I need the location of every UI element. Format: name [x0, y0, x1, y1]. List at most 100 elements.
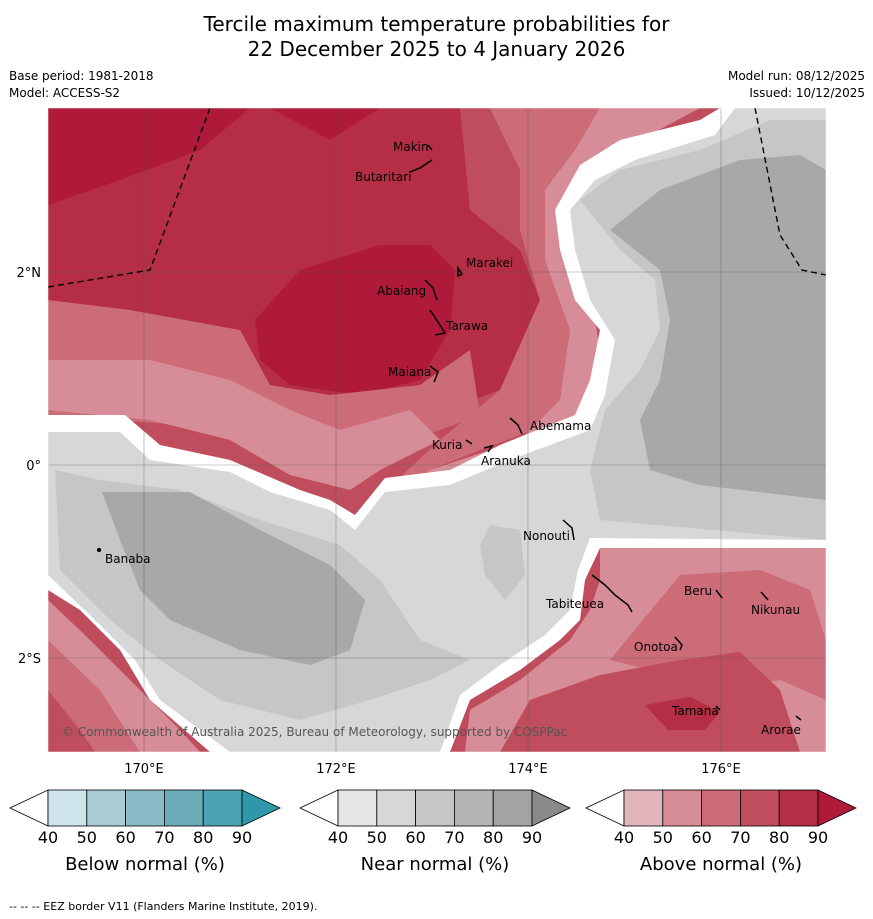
legend-near-normal: 40 50 60 70 80 90 Near normal (%)	[299, 789, 571, 875]
legend-above-tick: 50	[653, 828, 673, 847]
label-onotoa: Onotoa	[634, 640, 678, 654]
legend-above-min-arrow	[585, 789, 625, 827]
legend-below-tick: 80	[193, 828, 213, 847]
legend-below-tick: 90	[232, 828, 252, 847]
field-above-90-core	[255, 245, 455, 395]
model-run: Model run: 08/12/2025	[727, 69, 865, 83]
eez-footnote: -- -- -- EEZ border V11 (Flanders Marine…	[9, 900, 318, 913]
legend-above-swatch	[740, 789, 780, 827]
label-beru: Beru	[684, 584, 712, 598]
legend-near-min-arrow	[299, 789, 339, 827]
legend-below-label: Below normal (%)	[65, 854, 225, 875]
place-labels: Makin Butaritari Marakei Abaiang Tarawa …	[105, 140, 801, 737]
field-above-70-se	[500, 652, 800, 752]
legend-below-tick: 50	[77, 828, 97, 847]
legend-below-tick: 70	[154, 828, 174, 847]
legend-above-swatch	[701, 789, 741, 827]
islands	[96, 144, 802, 721]
legend-near-tick: 60	[405, 828, 425, 847]
label-tarawa: Tarawa	[445, 319, 488, 333]
map-panel: Makin Butaritari Marakei Abaiang Tarawa …	[17, 107, 827, 777]
label-butaritari: Butaritari	[355, 170, 412, 184]
probability-fields	[48, 108, 826, 752]
field-above-50-west	[48, 360, 440, 490]
lat-label-2n: 2°N	[17, 266, 42, 281]
legend-above-tick: 90	[808, 828, 828, 847]
base-period: Base period: 1981-2018	[9, 69, 154, 83]
legend-near-tick: 40	[328, 828, 348, 847]
legend-near-swatch	[492, 789, 533, 827]
field-above-90-n	[270, 108, 380, 140]
field-above-60-east	[360, 108, 650, 515]
title-line-1: Tercile maximum temperature probabilitie…	[203, 12, 670, 36]
legend-above-swatch	[623, 789, 664, 827]
legend-near-label: Near normal (%)	[361, 854, 510, 875]
field-above-70-sw	[48, 690, 95, 752]
lat-label-2s: 2°S	[18, 652, 41, 667]
legend-below-tick: 60	[115, 828, 135, 847]
label-tabiteuea: Tabiteuea	[545, 597, 604, 611]
label-abaiang: Abaiang	[377, 284, 426, 298]
lon-label-170e: 170°E	[124, 762, 164, 777]
legend-below-swatch	[47, 789, 88, 827]
legend-near-swatch	[415, 789, 455, 827]
legend-above-swatch	[778, 789, 819, 827]
legend-near-tick: 90	[522, 828, 542, 847]
copyright-notice: © Commonwealth of Australia 2025, Bureau…	[62, 725, 567, 739]
legend-near-swatch	[453, 789, 494, 827]
label-marakei: Marakei	[466, 256, 513, 270]
label-nikunau: Nikunau	[751, 603, 800, 617]
title-line-2: 22 December 2025 to 4 January 2026	[247, 37, 626, 61]
lat-axis: 2°N 0° 2°S	[17, 266, 42, 667]
field-above-80-se	[645, 697, 720, 730]
legend-near-tick: 50	[367, 828, 387, 847]
legend-below-tick: 40	[38, 828, 58, 847]
lat-label-0: 0°	[26, 459, 41, 474]
legend-near-max-arrow	[531, 789, 571, 827]
label-banaba: Banaba	[105, 552, 151, 566]
field-near-70-west	[102, 492, 365, 665]
legend-below-normal: 40 50 60 70 80 90 Below normal (%)	[9, 789, 281, 875]
lon-label-174e: 174°E	[508, 762, 548, 777]
legend-above-label: Above normal (%)	[640, 854, 802, 875]
legend-above-tick: 40	[614, 828, 634, 847]
eez-border	[48, 108, 826, 288]
legend-below-swatch	[86, 789, 127, 827]
lon-axis: 170°E 172°E 174°E 176°E	[124, 762, 741, 777]
label-nonouti: Nonouti	[523, 529, 570, 543]
legend-below-swatch	[202, 789, 243, 827]
legend-above-swatch	[662, 789, 702, 827]
lon-label-172e: 172°E	[316, 762, 356, 777]
label-abemama: Abemama	[530, 419, 591, 433]
field-above-50-east	[370, 108, 700, 510]
legend-below-swatch	[125, 789, 165, 827]
gridlines	[48, 108, 826, 752]
legend-above-max-arrow	[817, 789, 857, 827]
label-maiana: Maiana	[388, 365, 431, 379]
legend-above-tick: 70	[730, 828, 750, 847]
legend-above-tick: 60	[691, 828, 711, 847]
legend-near-swatch	[337, 789, 378, 827]
model-name: Model: ACCESS-S2	[9, 86, 121, 100]
legend-near-tick: 80	[483, 828, 503, 847]
label-kuria: Kuria	[432, 438, 463, 452]
meta-right: Model run: 08/12/2025 Issued: 10/12/2025	[728, 68, 865, 102]
legend-near-swatch	[376, 789, 416, 827]
label-tamana: Tamana	[671, 704, 719, 718]
meta-left: Base period: 1981-2018 Model: ACCESS-S2	[9, 68, 154, 102]
field-above-90-nw	[48, 108, 250, 205]
field-near-70-east	[610, 155, 826, 500]
legend: 40 50 60 70 80 90 Below normal (%) 40 50 60 70 80 9…	[9, 789, 857, 875]
lon-label-176e: 176°E	[701, 762, 741, 777]
legend-above-tick: 80	[769, 828, 789, 847]
legend-near-tick: 70	[444, 828, 464, 847]
field-near-60-mid	[480, 525, 525, 600]
issued-date: Issued: 10/12/2025	[749, 86, 865, 100]
legend-below-max-arrow	[241, 789, 281, 827]
label-aranuka: Aranuka	[481, 454, 531, 468]
label-makin: Makin	[393, 140, 429, 154]
map-title: Tercile maximum temperature probabilitie…	[0, 12, 873, 62]
label-arorae: Arorae	[761, 723, 801, 737]
map-frame	[47, 107, 827, 753]
legend-below-min-arrow	[9, 789, 49, 827]
